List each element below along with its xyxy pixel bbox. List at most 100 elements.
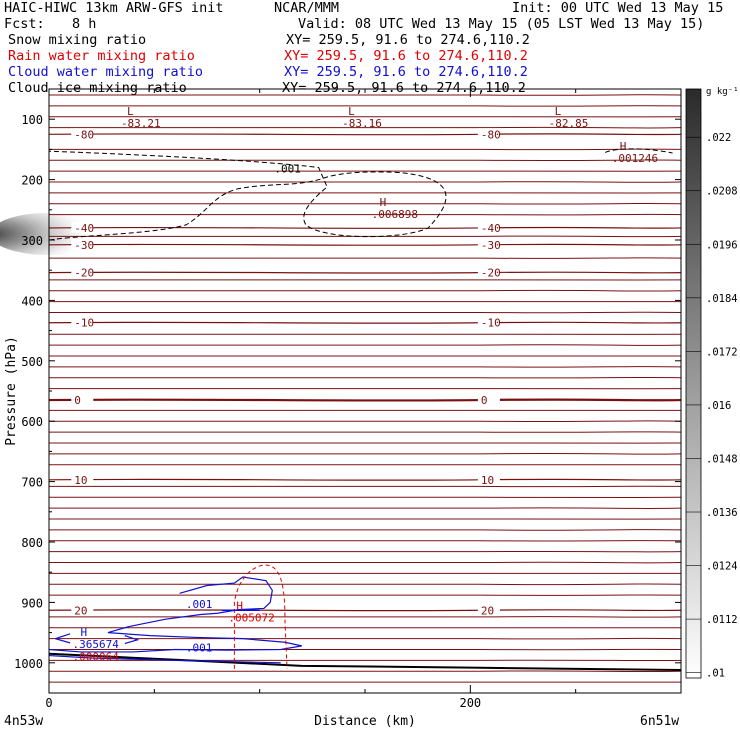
extremum-value: .001246 <box>612 152 658 165</box>
isotherm--20 <box>48 271 682 274</box>
y-tick-label: 200 <box>21 174 43 188</box>
extremum-value: .000064 <box>72 651 119 664</box>
isotherm-label: 20 <box>481 604 494 617</box>
isotherm-label: -10 <box>481 317 501 330</box>
isotherm-line <box>48 637 682 640</box>
isotherm-label: -10 <box>74 317 94 330</box>
isotherm-label-bg <box>71 473 94 485</box>
isotherm-label-bg <box>71 221 94 233</box>
colorbar <box>685 88 702 679</box>
extremum-value: .006898 <box>372 208 418 221</box>
y-tick-label: 400 <box>21 294 43 308</box>
extremum-H: H <box>236 599 243 612</box>
extremum-value: -83.16 <box>342 117 382 130</box>
isotherm--10 <box>48 321 682 324</box>
x-tick-label: 200 <box>459 696 481 710</box>
isotherm-line <box>48 311 682 314</box>
field-range-cloud-water: XY= 259.5, 91.6 to 274.6,110.2 <box>284 64 528 80</box>
isotherm-label-bg <box>477 221 500 233</box>
y-tick-label: 600 <box>21 415 43 429</box>
isotherm-label: -40 <box>74 222 94 235</box>
isotherm-label-bg <box>71 266 94 278</box>
colorbar-tick-label: .0208 <box>706 186 738 198</box>
isotherm-line <box>48 148 682 151</box>
isotherm-line <box>48 257 682 259</box>
extremum-value: .365674 <box>72 638 119 651</box>
isotherm-line <box>48 181 682 183</box>
isotherm-line <box>48 289 682 292</box>
isotherm-label-bg <box>477 238 500 250</box>
isotherm-label-bg <box>477 316 500 328</box>
x-end-label: 6n51w <box>640 714 679 729</box>
contour-label: .001 <box>274 163 301 176</box>
isotherm-label: -20 <box>481 267 501 280</box>
y-tick-label: 900 <box>21 596 43 610</box>
colorbar-tick-label: .016 <box>706 400 731 412</box>
extremum-L: L <box>348 105 355 118</box>
colorbar-tick-label: .0124 <box>706 561 738 573</box>
isotherm-label: 0 <box>74 394 81 407</box>
y-tick-label: 100 <box>21 113 43 127</box>
contour-label: .001 <box>186 642 213 655</box>
isotherm-line <box>48 366 682 368</box>
isotherm-label: -80 <box>481 128 501 141</box>
field-name-cloud-water: Cloud water mixing ratio <box>8 64 204 80</box>
field-name-rain: Rain water mixing ratio <box>8 48 195 64</box>
isotherm-line <box>48 670 682 673</box>
org-label: NCAR/MMM <box>274 0 340 16</box>
isotherm-line <box>48 452 682 455</box>
isotherm-label-bg <box>477 128 500 140</box>
isotherm-line <box>48 344 682 346</box>
x-axis-title: Distance (km) <box>314 714 416 729</box>
cloud-water-contour <box>48 654 281 664</box>
extremum-value: -83.21 <box>121 117 161 130</box>
isotherm-label-bg <box>477 266 500 278</box>
cloud-water-contour <box>55 633 140 645</box>
cloud-ice-contour <box>604 148 673 154</box>
colorbar-tick-label: .0184 <box>706 293 738 305</box>
isotherm-line <box>48 583 682 586</box>
field-range-cloud-ice: XY= 259.5, 91.6 to 274.6,110.2 <box>282 80 526 96</box>
plot-frame <box>48 88 682 694</box>
isotherm-label: 20 <box>74 604 87 617</box>
extremum-L: L <box>127 105 134 118</box>
extremum-H: H <box>380 196 387 209</box>
rain-water-contour <box>233 564 288 669</box>
x-start-label: 4n53w <box>4 714 43 729</box>
isotherm-line <box>48 507 682 510</box>
field-name-cloud-ice: Cloud ice mixing ratio <box>8 80 187 96</box>
colorbar-tick-label: .0196 <box>706 239 738 251</box>
isotherm-0 <box>48 398 682 402</box>
colorbar-tick-label: .0148 <box>706 453 738 465</box>
y-axis-title: Pressure (hPa) <box>4 336 19 446</box>
colorbar-tick-label: .0112 <box>706 614 738 626</box>
extremum-value: -82.85 <box>549 117 589 130</box>
colorbar-unit: g kg⁻¹ <box>706 87 739 97</box>
isotherm-label-bg <box>71 128 94 140</box>
isotherm-label: -40 <box>481 222 501 235</box>
contour-label: .001 <box>186 598 213 611</box>
isotherm-line <box>48 420 682 423</box>
isotherm-line <box>48 105 682 107</box>
fcst-value: 8 h <box>72 16 97 32</box>
isotherm-label: -20 <box>74 267 94 280</box>
y-tick-label: 800 <box>21 536 43 550</box>
fcst-label: Fcst: <box>4 16 45 32</box>
extremum-L: L <box>555 105 562 118</box>
isotherm-label-bg <box>71 604 94 616</box>
isotherm-line <box>48 159 682 162</box>
field-range-snow: XY= 259.5, 91.6 to 274.6,110.2 <box>286 32 530 48</box>
isotherm-label-bg <box>477 604 500 616</box>
colorbar-tick-label: .01 <box>706 668 725 680</box>
y-tick-label: 300 <box>21 234 43 248</box>
isotherm-label-bg <box>477 394 500 406</box>
isotherm-label: -30 <box>74 239 94 252</box>
isotherm-line <box>48 616 682 618</box>
ground-surface-line <box>48 652 682 672</box>
field-range-rain: XY= 259.5, 91.6 to 274.6,110.2 <box>284 48 528 64</box>
isotherm--40 <box>48 226 682 229</box>
isotherm--80 <box>48 133 682 136</box>
isotherm-label-bg <box>71 238 94 250</box>
isotherm-label: -80 <box>74 128 94 141</box>
isotherm-label: 10 <box>74 474 87 487</box>
